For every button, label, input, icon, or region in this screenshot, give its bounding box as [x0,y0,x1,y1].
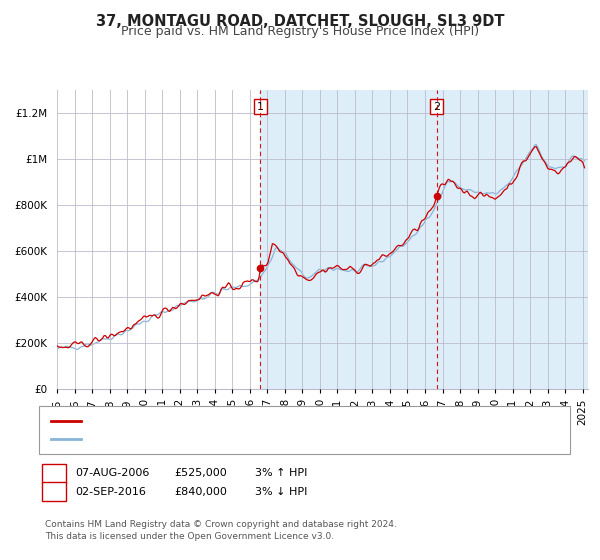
Text: £840,000: £840,000 [174,487,227,497]
Text: 3% ↓ HPI: 3% ↓ HPI [255,487,307,497]
Text: HPI: Average price, detached house, Windsor and Maidenhead: HPI: Average price, detached house, Wind… [87,434,436,444]
Text: 37, MONTAGU ROAD, DATCHET, SLOUGH, SL3 9DT (detached house): 37, MONTAGU ROAD, DATCHET, SLOUGH, SL3 9… [87,417,468,426]
Text: 07-AUG-2006: 07-AUG-2006 [75,468,149,478]
Text: 3% ↑ HPI: 3% ↑ HPI [255,468,307,478]
Text: 02-SEP-2016: 02-SEP-2016 [75,487,146,497]
Text: Price paid vs. HM Land Registry's House Price Index (HPI): Price paid vs. HM Land Registry's House … [121,25,479,38]
Text: 2: 2 [50,485,58,498]
Text: 1: 1 [257,101,264,111]
Text: 2: 2 [433,101,440,111]
Text: 37, MONTAGU ROAD, DATCHET, SLOUGH, SL3 9DT: 37, MONTAGU ROAD, DATCHET, SLOUGH, SL3 9… [96,14,504,29]
Text: 1: 1 [50,466,58,480]
Text: £525,000: £525,000 [174,468,227,478]
Bar [260,90,588,389]
Text: Contains HM Land Registry data © Crown copyright and database right 2024.
This d: Contains HM Land Registry data © Crown c… [45,520,397,541]
